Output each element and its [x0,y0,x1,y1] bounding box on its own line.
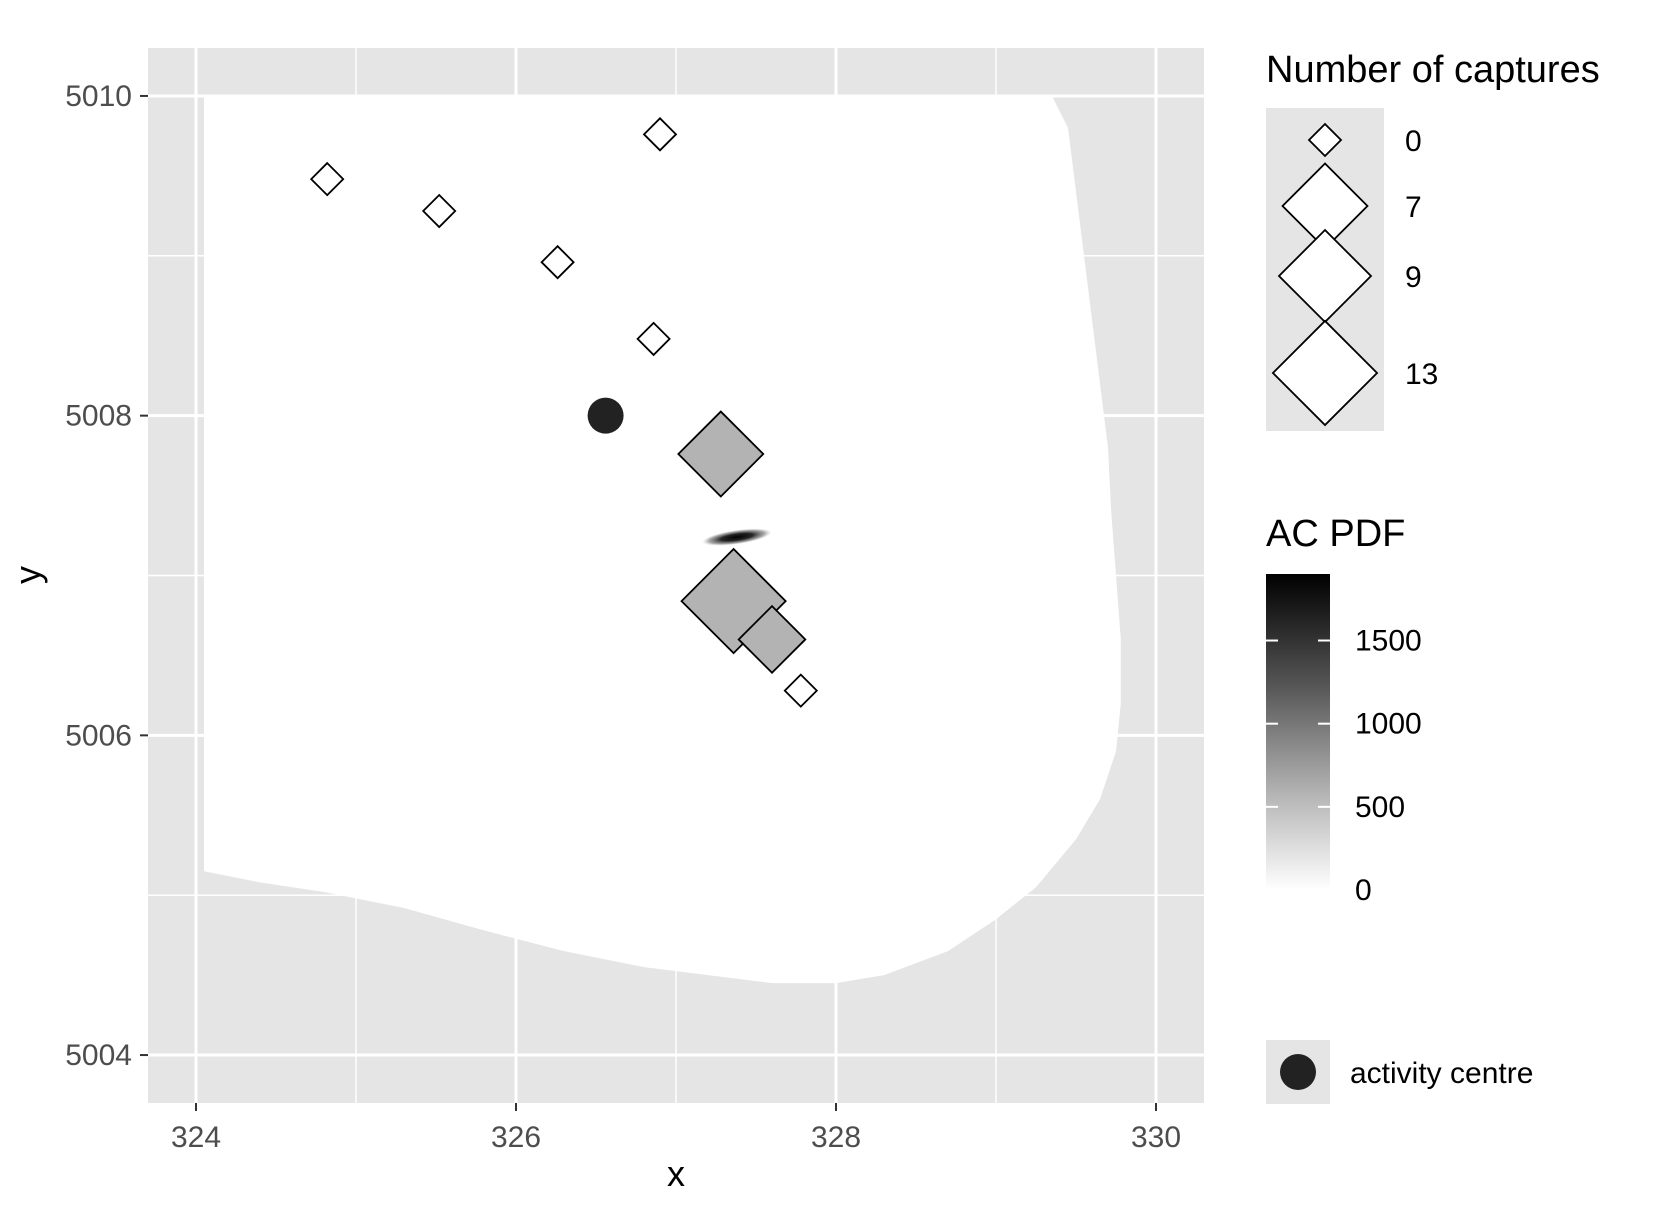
y-tick-label: 5010 [65,80,132,113]
major-grid [148,48,1204,1103]
y-tick-label: 5004 [65,1039,132,1072]
detector-diamond [737,604,807,675]
detector-diamond [783,673,819,708]
x-axis-title: x [667,1153,685,1194]
legend-fill-colorbar [1266,574,1330,890]
legend-point-label: activity centre [1350,1057,1533,1090]
x-tick-label: 326 [491,1121,541,1154]
y-axis-title: y [7,566,48,584]
colorbar-tick-label: 1500 [1355,625,1422,658]
legend-size-label: 13 [1405,358,1438,391]
y-tick-label: 5006 [65,719,132,752]
detector-diamond [677,410,765,498]
legend-size-entries: 0 7 9 13 [1271,122,1438,427]
detector-diamond [540,244,575,280]
x-tick-label: 330 [1131,1121,1181,1154]
ac-pdf-hotspot [701,528,772,546]
detector-diamond [636,321,671,357]
x-tick-label: 324 [171,1121,221,1154]
detector-diamond [421,193,457,229]
legend-size-key [1307,122,1343,158]
x-axis: 324 326 328 330 [171,1103,1181,1154]
legend-fill-title: AC PDF [1266,513,1405,555]
y-axis: 5004 5006 5008 5010 [65,80,148,1072]
legend-size-label: 0 [1405,125,1422,158]
habitat-mask [204,96,1121,984]
legend-point-key [1280,1054,1316,1090]
legend-size-label: 7 [1405,191,1422,224]
legend-size-label: 9 [1405,261,1422,294]
colorbar-tick-label: 1000 [1355,708,1422,741]
detector-diamond [642,117,678,152]
y-tick-label: 5008 [65,400,132,433]
detector-diamond [309,161,345,197]
colorbar-tick-label: 500 [1355,791,1405,824]
legend-size-key [1271,319,1379,427]
detectors-layer [309,117,819,708]
colorbar-tick-label: 0 [1355,874,1372,907]
legend-size-title: Number of captures [1266,49,1600,91]
x-tick-label: 328 [811,1121,861,1154]
activity-centre-point [587,397,624,434]
legend-fill-ticks: 0 500 1000 1500 [1266,625,1422,907]
